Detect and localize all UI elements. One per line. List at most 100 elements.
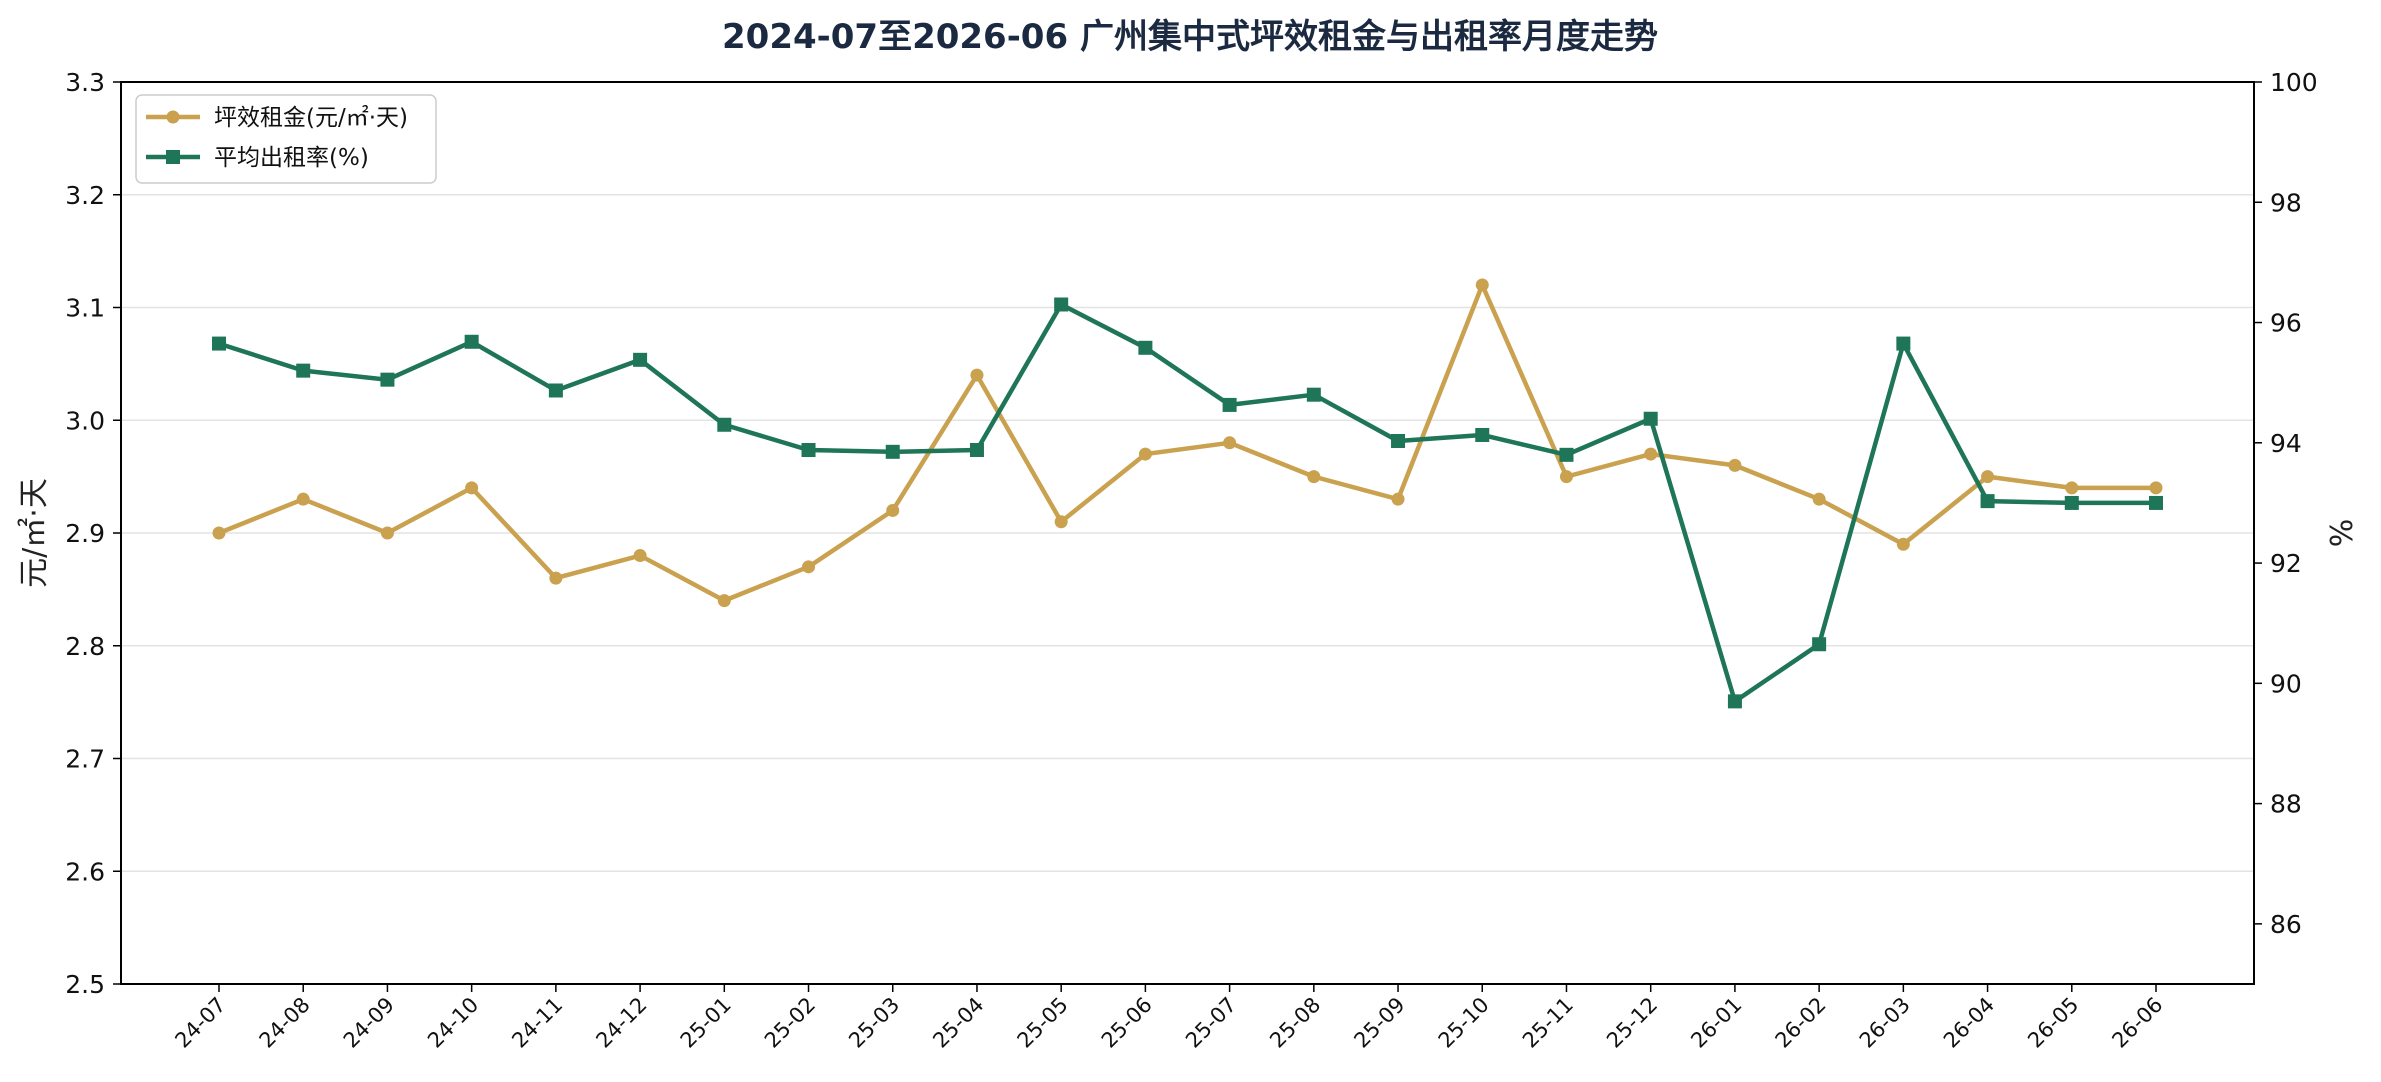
x-tick-label: 26-03 xyxy=(1855,993,1915,1053)
legend-box xyxy=(135,94,437,184)
data-point xyxy=(1222,397,1237,412)
left-tick-label: 3.0 xyxy=(65,406,105,435)
legend-entry: 坪效租金(元/㎡·天) xyxy=(146,105,408,131)
data-point xyxy=(801,443,816,458)
data-point xyxy=(1812,492,1826,506)
data-point xyxy=(717,417,732,432)
data-point xyxy=(1644,447,1658,461)
legend-marker xyxy=(166,110,180,124)
series-1 xyxy=(212,278,2163,608)
data-point xyxy=(886,503,900,517)
data-point xyxy=(380,526,394,540)
x-tick-label: 25-02 xyxy=(760,993,820,1053)
grid xyxy=(121,194,2254,872)
data-point xyxy=(1559,447,1574,462)
data-point xyxy=(212,526,226,540)
x-tick-label: 25-10 xyxy=(1434,993,1494,1053)
series-2 xyxy=(212,297,2163,709)
right-axis: 86 88 90 92 94 96 98 100 xyxy=(2254,68,2318,939)
data-point xyxy=(1223,436,1237,450)
data-point xyxy=(1896,336,1911,351)
right-tick-label: 90 xyxy=(2270,669,2302,698)
right-tick-label: 88 xyxy=(2270,790,2302,819)
data-point xyxy=(1728,458,1742,472)
data-point xyxy=(1559,470,1573,484)
left-tick-label: 2.5 xyxy=(65,970,105,999)
data-point xyxy=(296,363,311,378)
x-tick-label: 24-08 xyxy=(255,993,315,1053)
right-tick-label: 98 xyxy=(2270,188,2302,217)
left-tick-label: 3.3 xyxy=(65,68,105,97)
right-tick-label: 92 xyxy=(2270,549,2302,578)
right-tick-label: 100 xyxy=(2270,68,2318,97)
series-layer xyxy=(212,278,2163,709)
x-tick-label: 25-11 xyxy=(1518,993,1578,1053)
data-point xyxy=(970,368,984,382)
data-point xyxy=(548,383,563,398)
data-point xyxy=(802,560,816,574)
data-point xyxy=(633,352,648,367)
x-tick-label: 25-06 xyxy=(1097,993,1157,1053)
left-tick-label: 2.7 xyxy=(65,745,105,774)
x-tick-label: 26-06 xyxy=(2107,993,2167,1053)
x-tick-label: 25-05 xyxy=(1013,993,1073,1053)
x-tick-label: 24-11 xyxy=(507,993,567,1053)
legend-label: 平均出租率(%) xyxy=(214,145,369,171)
x-axis: 24-07 24-08 24-09 24-10 24-11 24-12 25-01 25-02… xyxy=(170,984,2168,1053)
x-tick-label: 26-04 xyxy=(1939,993,1999,1053)
data-point xyxy=(1643,411,1658,426)
right-tick-label: 86 xyxy=(2270,910,2302,939)
chart-title: 2024-07至2026-06 广州集中式坪效租金与出租率月度走势 xyxy=(722,17,1658,57)
legend: 坪效租金(元/㎡·天) 平均出租率(%) xyxy=(135,94,437,184)
left-tick-label: 3.1 xyxy=(65,294,105,323)
data-point xyxy=(1475,278,1489,292)
x-tick-label: 25-01 xyxy=(676,993,736,1053)
data-point xyxy=(1054,297,1069,312)
data-point xyxy=(633,549,647,563)
data-point xyxy=(2149,495,2163,510)
data-point xyxy=(969,443,984,458)
data-point xyxy=(2065,481,2079,495)
left-tick-label: 2.8 xyxy=(65,632,105,661)
legend-label: 坪效租金(元/㎡·天) xyxy=(214,105,408,131)
data-point xyxy=(1391,492,1405,506)
series-line xyxy=(218,282,2156,603)
data-point xyxy=(2149,481,2163,495)
x-tick-label: 24-12 xyxy=(591,993,651,1053)
x-tick-label: 25-07 xyxy=(1181,993,1241,1053)
x-tick-label: 25-12 xyxy=(1602,993,1662,1053)
x-tick-label: 25-04 xyxy=(928,993,988,1053)
legend-entry: 平均出租率(%) xyxy=(146,145,369,171)
data-point xyxy=(296,492,310,506)
data-point xyxy=(1054,515,1068,529)
data-point xyxy=(1306,387,1321,402)
legend-marker xyxy=(166,150,180,164)
data-point xyxy=(1896,537,1910,551)
series-line xyxy=(218,302,2156,704)
x-tick-label: 26-02 xyxy=(1771,993,1831,1053)
data-point xyxy=(885,444,900,459)
data-point xyxy=(549,571,563,585)
y-axis-label-right: % xyxy=(2325,519,2360,548)
left-tick-label: 3.2 xyxy=(65,181,105,210)
data-point xyxy=(1307,470,1321,484)
x-tick-label: 26-05 xyxy=(2023,993,2083,1053)
data-point xyxy=(1391,433,1406,448)
data-point xyxy=(212,336,226,351)
x-tick-label: 25-03 xyxy=(844,993,904,1053)
data-point xyxy=(380,372,395,387)
data-point xyxy=(465,481,479,495)
y-axis-label-left: 元/㎡·天 xyxy=(17,478,52,588)
x-tick-label: 25-09 xyxy=(1349,993,1409,1053)
x-tick-label: 26-01 xyxy=(1686,993,1746,1053)
data-point xyxy=(1138,447,1152,461)
data-point xyxy=(1727,694,1742,709)
x-tick-label: 24-10 xyxy=(423,993,483,1053)
data-point xyxy=(2064,495,2079,510)
left-tick-label: 2.6 xyxy=(65,857,105,886)
data-point xyxy=(1812,637,1827,652)
left-tick-label: 2.9 xyxy=(65,519,105,548)
right-tick-label: 94 xyxy=(2270,429,2302,458)
data-point xyxy=(1980,494,1995,509)
